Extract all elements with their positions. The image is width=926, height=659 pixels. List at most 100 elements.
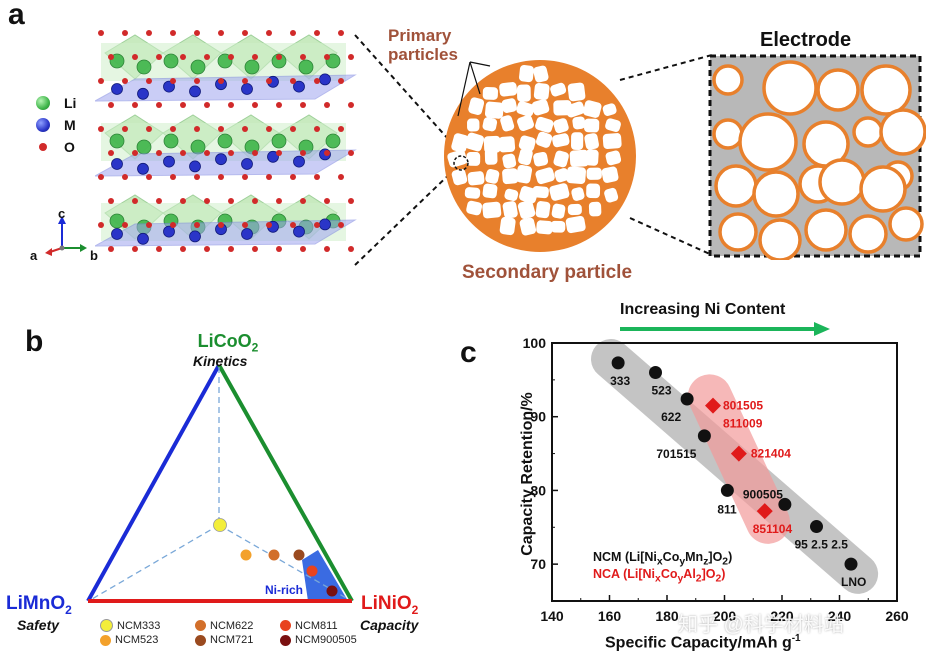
primary-particle bbox=[484, 148, 498, 165]
o-atom bbox=[228, 150, 234, 156]
atom-legend-o: O bbox=[36, 136, 96, 158]
linio2-formula: LiNiO bbox=[361, 593, 412, 614]
m-atom bbox=[163, 155, 175, 168]
o-atom bbox=[242, 126, 248, 132]
o-atom bbox=[290, 174, 296, 180]
o-atom bbox=[180, 54, 186, 60]
m-atom bbox=[137, 162, 149, 175]
ncm-point bbox=[720, 483, 734, 497]
y-tick-label: 80 bbox=[530, 482, 546, 498]
electrode-particle bbox=[718, 212, 758, 252]
ncm-point-label: 523 bbox=[652, 383, 672, 397]
primary-particle bbox=[482, 201, 502, 219]
o-atom bbox=[156, 246, 162, 252]
primary-label-line1: Primary bbox=[388, 26, 452, 45]
m-atom bbox=[137, 87, 149, 100]
ncm-point bbox=[611, 356, 625, 370]
electrode-particle bbox=[758, 218, 802, 260]
primary-particle bbox=[517, 115, 534, 132]
secondary-particle-label: Secondary particle bbox=[462, 262, 633, 283]
kinetics-label: Kinetics bbox=[193, 353, 248, 369]
primary-particle bbox=[535, 116, 554, 133]
primary-particle bbox=[502, 201, 518, 219]
primary-particle bbox=[464, 187, 481, 199]
primary-particle bbox=[549, 183, 570, 201]
o-atom bbox=[314, 126, 320, 132]
point-ncm523 bbox=[240, 549, 252, 561]
o-atom bbox=[266, 222, 272, 228]
primary-particle bbox=[533, 151, 549, 167]
o-atom bbox=[290, 222, 296, 228]
safety-label: Safety bbox=[17, 617, 60, 633]
o-atom bbox=[194, 30, 200, 36]
o-atom bbox=[98, 30, 104, 36]
primary-particle bbox=[535, 201, 551, 219]
watermark: 知乎 @科学材料站 bbox=[678, 614, 844, 636]
electrode-particle bbox=[859, 165, 907, 213]
ncm-point-label: LNO bbox=[841, 575, 866, 589]
left-edge bbox=[86, 364, 221, 602]
electrode-particle bbox=[804, 208, 848, 252]
o-atom bbox=[122, 174, 128, 180]
electrode-particle bbox=[848, 214, 888, 254]
electrode-particle bbox=[879, 108, 926, 156]
o-atom bbox=[180, 198, 186, 204]
m-atom bbox=[241, 228, 253, 240]
primary-particle bbox=[588, 201, 602, 217]
primary-particle bbox=[602, 133, 622, 149]
primary-particle bbox=[571, 132, 584, 150]
o-atom bbox=[108, 246, 114, 252]
o-atom bbox=[146, 174, 152, 180]
primary-particle bbox=[533, 83, 550, 101]
primary-particle bbox=[586, 167, 602, 180]
m-atom bbox=[189, 160, 201, 173]
o-atom bbox=[228, 54, 234, 60]
electrode-particle bbox=[860, 64, 912, 116]
primary-particle bbox=[567, 203, 582, 216]
o-atom bbox=[324, 54, 330, 60]
o-atom bbox=[122, 222, 128, 228]
y-tick-label: 70 bbox=[530, 556, 546, 572]
atom-label-li: Li bbox=[64, 95, 77, 111]
primary-particle bbox=[468, 97, 485, 115]
o-atom bbox=[122, 126, 128, 132]
o-atom bbox=[276, 246, 282, 252]
primary-particle bbox=[467, 171, 485, 186]
m-atom bbox=[137, 232, 149, 245]
primary-particle bbox=[451, 133, 469, 153]
o-atom bbox=[300, 150, 306, 156]
y-tick-label: 100 bbox=[523, 335, 547, 351]
o-atom bbox=[252, 246, 258, 252]
primary-pointer-lines bbox=[457, 61, 491, 117]
vertex-left-label: LiMnO2 bbox=[6, 593, 72, 617]
legend-ncm622: NCM622 bbox=[195, 619, 280, 632]
o-atom bbox=[338, 126, 344, 132]
li-atom bbox=[298, 59, 314, 75]
increasing-ni-label: Increasing Ni Content bbox=[620, 301, 786, 318]
primary-particles-label: Primary particles bbox=[388, 26, 458, 64]
li-atom bbox=[136, 59, 152, 75]
o-atom bbox=[338, 174, 344, 180]
m-atom bbox=[189, 230, 201, 243]
primary-particle bbox=[531, 99, 550, 116]
o-atom bbox=[242, 174, 248, 180]
primary-particle bbox=[605, 150, 622, 166]
ncm-point bbox=[844, 557, 858, 571]
o-atom bbox=[324, 150, 330, 156]
primary-particle bbox=[499, 82, 518, 97]
o-atom bbox=[108, 54, 114, 60]
zoom-connectors bbox=[354, 34, 713, 266]
primary-particle bbox=[584, 133, 599, 150]
ncm-point bbox=[680, 392, 694, 406]
o-atom bbox=[170, 222, 176, 228]
nca-point-label: 811009 bbox=[723, 417, 763, 431]
o-atom bbox=[252, 54, 258, 60]
o-atom bbox=[132, 150, 138, 156]
electrode-particle bbox=[888, 206, 924, 242]
o-atom bbox=[98, 174, 104, 180]
primary-particle bbox=[447, 149, 468, 168]
o-atom bbox=[146, 30, 152, 36]
primary-particle bbox=[519, 217, 537, 236]
o-atom-icon bbox=[39, 143, 47, 151]
primary-particle bbox=[533, 65, 549, 83]
